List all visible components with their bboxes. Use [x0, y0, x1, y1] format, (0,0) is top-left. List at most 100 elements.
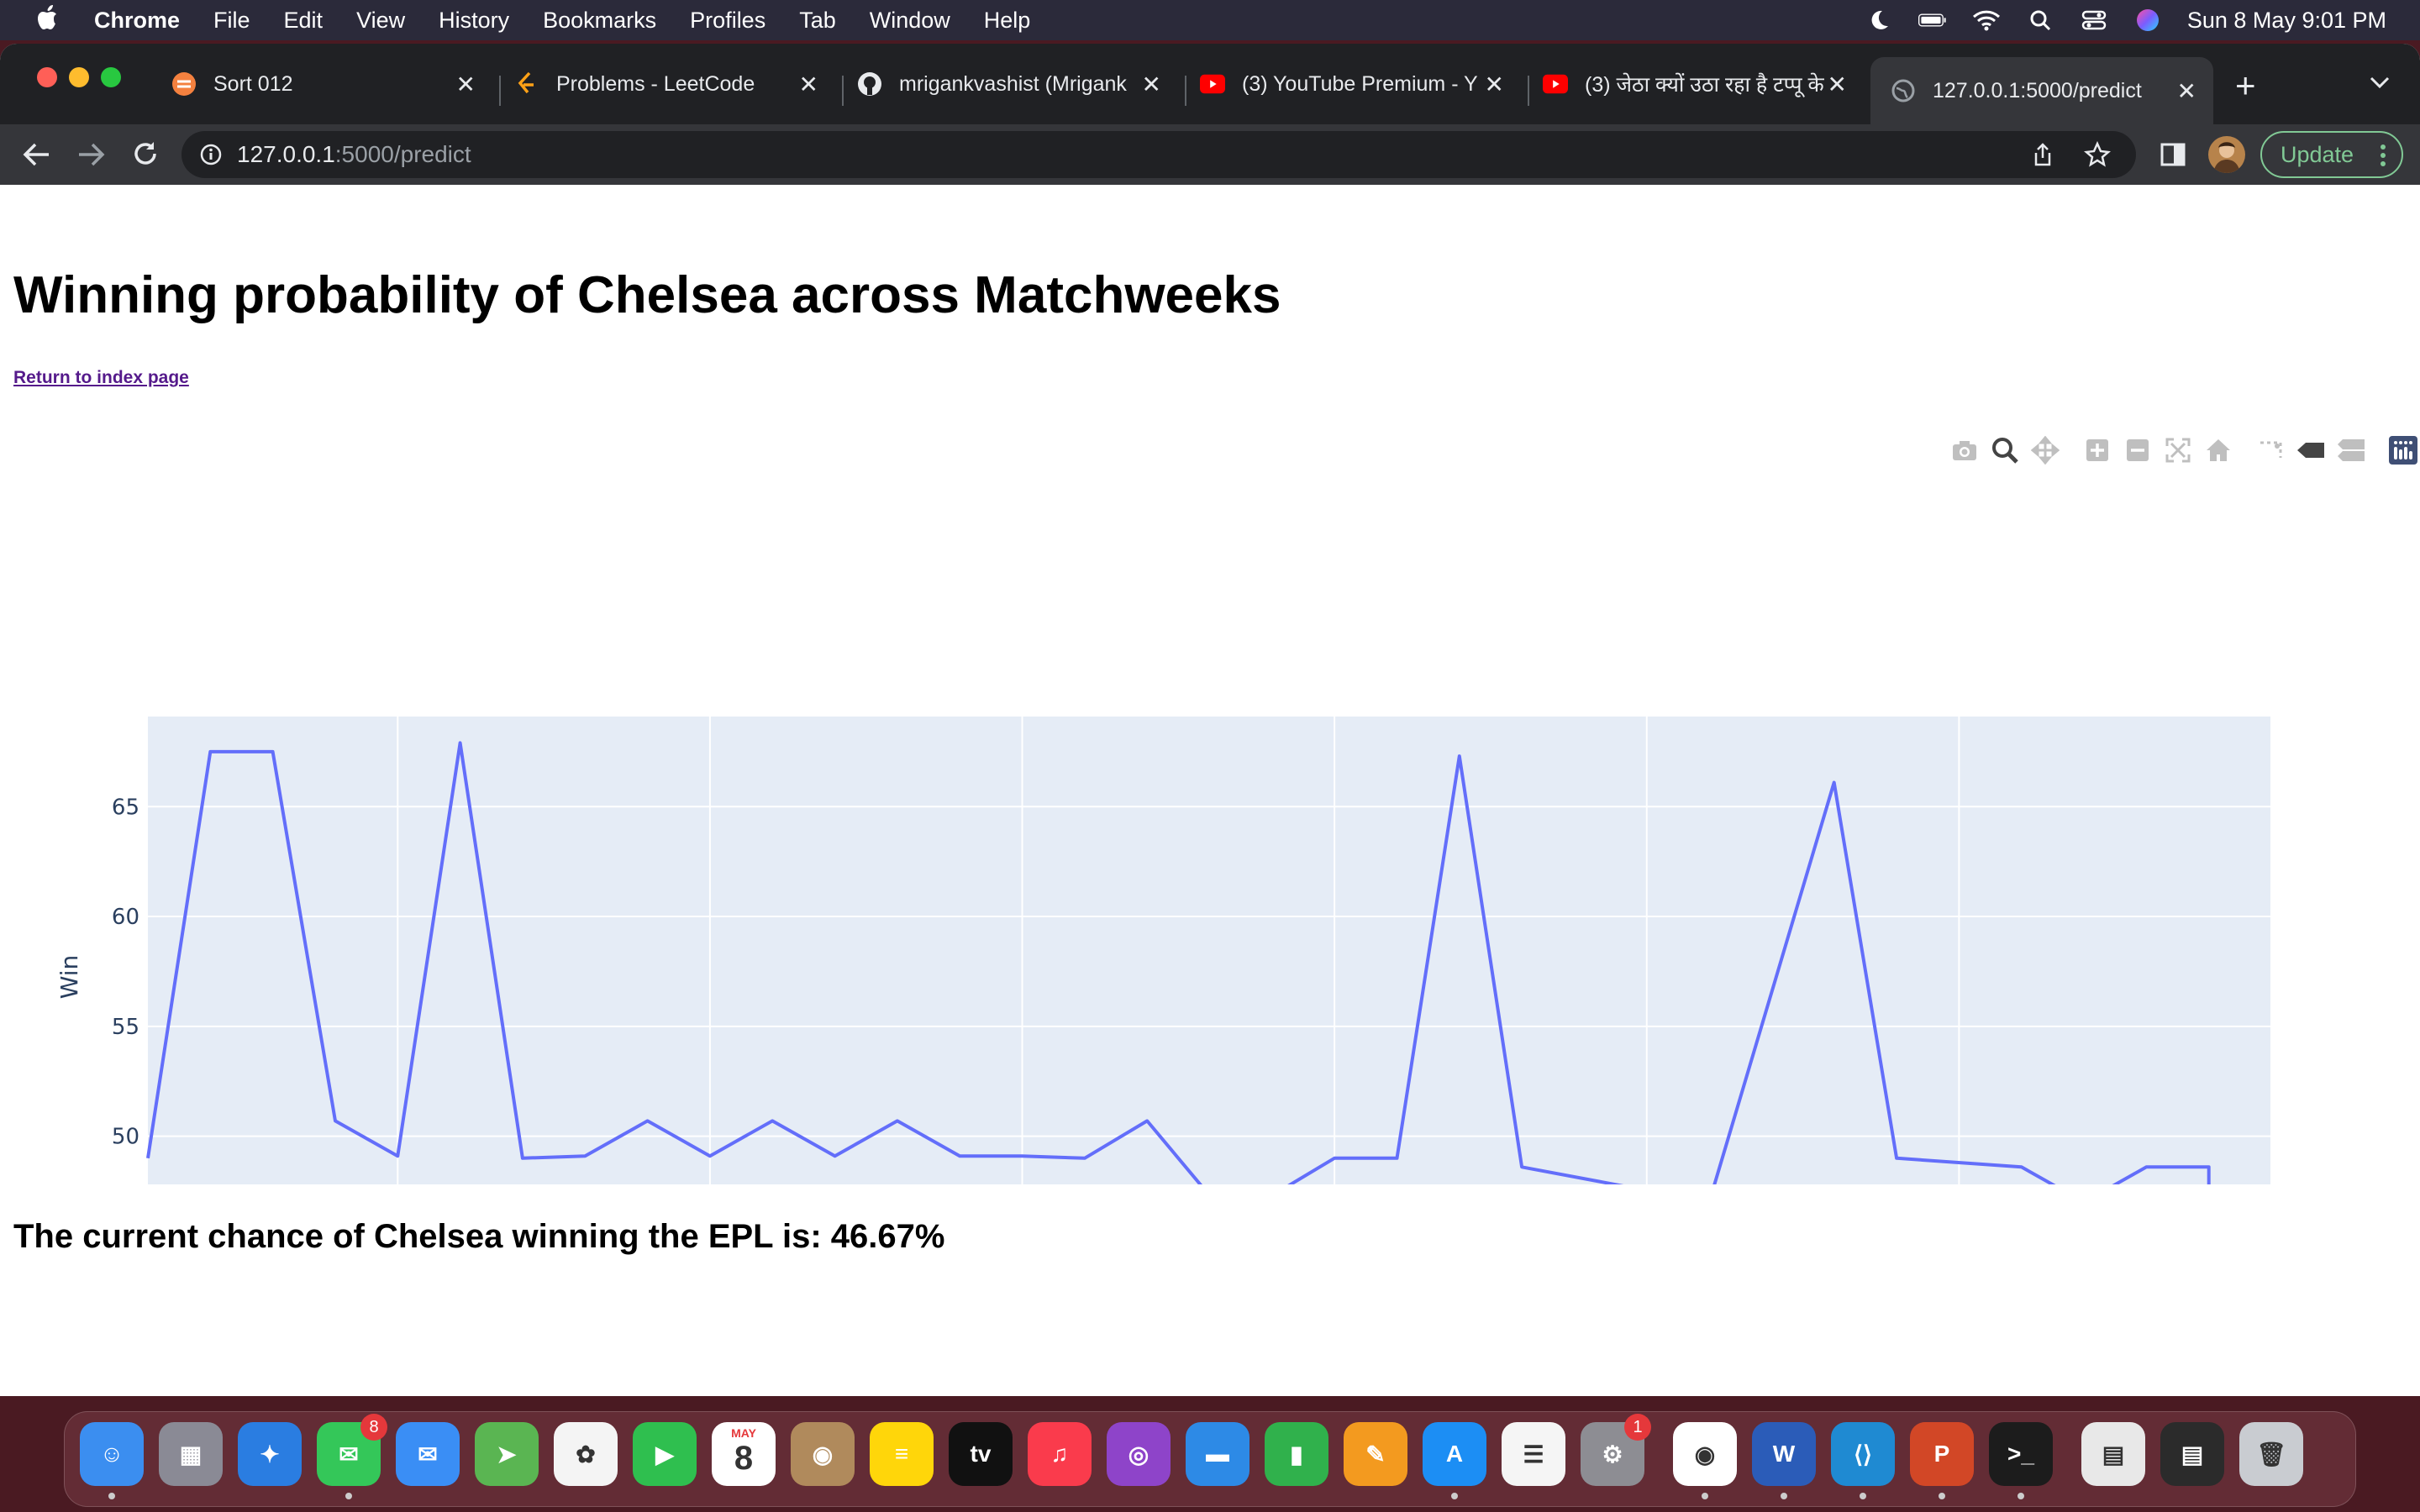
- site-info-icon[interactable]: [200, 144, 222, 165]
- tab-strip: Sort 012 ✕ Problems - LeetCode ✕ mrigank…: [0, 44, 2420, 124]
- dock-tv-icon[interactable]: tv: [949, 1422, 1013, 1486]
- return-to-index-link[interactable]: Return to index page: [13, 368, 189, 387]
- dock-launchpad-icon[interactable]: ▦: [159, 1422, 223, 1486]
- hover-closest-icon[interactable]: [2294, 433, 2328, 467]
- dock-podcasts-icon[interactable]: ◎: [1107, 1422, 1171, 1486]
- dock-downloads-stack-icon[interactable]: ▤: [2081, 1422, 2145, 1486]
- hover-compare-icon[interactable]: [2334, 433, 2368, 467]
- dock-trash-icon[interactable]: 🗑: [2239, 1422, 2303, 1486]
- tab-github[interactable]: mrigankvashist (Mrigank ✕: [857, 60, 1178, 108]
- back-arrow-icon[interactable]: [22, 141, 50, 172]
- tab-predict-active[interactable]: 127.0.0.1:5000/predict ✕: [1870, 57, 2213, 124]
- address-bar[interactable]: 127.0.0.1:5000/predict: [182, 131, 2136, 178]
- update-button[interactable]: Update: [2260, 131, 2403, 178]
- dock-powerpoint-icon[interactable]: P: [1910, 1422, 1974, 1499]
- forward-arrow-icon[interactable]: [77, 141, 106, 172]
- autoscale-icon[interactable]: [2161, 433, 2195, 467]
- dock-finder-icon[interactable]: ☺: [80, 1422, 144, 1499]
- close-tab-icon[interactable]: ✕: [1141, 71, 1161, 97]
- share-icon[interactable]: [2032, 143, 2054, 174]
- menu-bookmarks[interactable]: Bookmarks: [543, 7, 657, 33]
- dock-glyph: ✦: [260, 1441, 280, 1467]
- spotlight-search-icon[interactable]: [2026, 9, 2054, 31]
- menu-app-name[interactable]: Chrome: [94, 7, 181, 33]
- zoom-window-button[interactable]: [101, 67, 121, 87]
- close-tab-icon[interactable]: ✕: [455, 71, 476, 97]
- dock-notes-icon[interactable]: ≡: [870, 1422, 934, 1486]
- dock-keynote-icon[interactable]: ▬: [1186, 1422, 1249, 1486]
- menu-view[interactable]: View: [356, 7, 406, 33]
- dock-reminders-icon[interactable]: ☰: [1502, 1422, 1565, 1486]
- dock-mail-icon[interactable]: ✉: [396, 1422, 460, 1486]
- dock-system-preferences-icon[interactable]: ⚙ 1: [1581, 1414, 1651, 1486]
- dock-facetime-icon[interactable]: ▶: [633, 1422, 697, 1486]
- profile-avatar[interactable]: [2208, 136, 2245, 173]
- menubar-clock[interactable]: Sun 8 May 9:01 PM: [2186, 7, 2386, 33]
- running-indicator: [345, 1493, 352, 1499]
- kebab-menu-icon[interactable]: [2380, 144, 2386, 172]
- dock-music-icon[interactable]: ♫: [1028, 1422, 1092, 1486]
- dock-word-icon[interactable]: W: [1752, 1422, 1816, 1499]
- dock-glyph: ☰: [1523, 1441, 1544, 1467]
- menu-help[interactable]: Help: [983, 7, 1031, 33]
- siri-icon[interactable]: [2133, 9, 2162, 31]
- side-panel-icon[interactable]: [2160, 141, 2186, 172]
- night-mode-icon[interactable]: [1865, 9, 1893, 31]
- close-tab-icon[interactable]: ✕: [2176, 77, 2196, 104]
- dock-calendar-icon[interactable]: MAY 8: [712, 1422, 776, 1486]
- menu-edit[interactable]: Edit: [283, 7, 324, 33]
- menu-tab[interactable]: Tab: [799, 7, 836, 33]
- reload-icon[interactable]: [131, 139, 160, 172]
- dock-chrome-icon[interactable]: ◉: [1673, 1422, 1737, 1499]
- close-window-button[interactable]: [37, 67, 57, 87]
- zoom-in-icon[interactable]: [2081, 433, 2114, 467]
- dock-screenshots-stack-icon[interactable]: ▤: [2160, 1422, 2224, 1486]
- close-tab-icon[interactable]: ✕: [798, 71, 818, 97]
- tab-search-chevron-icon[interactable]: [2370, 76, 2390, 93]
- dock-app-store-icon[interactable]: A: [1423, 1422, 1486, 1499]
- reset-axes-home-icon[interactable]: [2202, 433, 2235, 467]
- plot-area[interactable]: [148, 717, 2271, 1184]
- tab-youtube-video[interactable]: (3) जेठा क्यों उठा रहा है टप्पू के ✕: [1543, 60, 1864, 108]
- y-tick-label: 65: [112, 795, 139, 820]
- spike-lines-icon[interactable]: [2254, 433, 2287, 467]
- y-gridlines: [148, 806, 2271, 1137]
- menu-profiles[interactable]: Profiles: [690, 7, 766, 33]
- dock-vscode-icon[interactable]: ⟨⟩: [1831, 1422, 1895, 1499]
- close-tab-icon[interactable]: ✕: [1827, 71, 1847, 97]
- dock-glyph: ▤: [2102, 1441, 2125, 1467]
- battery-icon[interactable]: [1918, 9, 1947, 31]
- dock-messages-icon[interactable]: ✉ 8: [317, 1414, 387, 1499]
- zoom-icon[interactable]: [1988, 433, 2022, 467]
- dock-pages-icon[interactable]: ✎: [1344, 1422, 1407, 1486]
- menu-window[interactable]: Window: [869, 7, 950, 33]
- new-tab-icon[interactable]: +: [2235, 66, 2256, 105]
- control-center-icon[interactable]: [2080, 9, 2108, 31]
- current-chance-text: The current chance of Chelsea winning th…: [13, 1218, 945, 1255]
- pan-icon[interactable]: [2028, 433, 2062, 467]
- dock-photos-icon[interactable]: ✿: [554, 1422, 618, 1486]
- dock-numbers-icon[interactable]: ▮: [1265, 1422, 1328, 1486]
- plotly-logo-icon[interactable]: [2386, 433, 2420, 467]
- bookmark-star-icon[interactable]: [2084, 140, 2111, 174]
- menu-file[interactable]: File: [213, 7, 250, 33]
- wifi-icon[interactable]: [1972, 9, 2001, 31]
- tab-leetcode[interactable]: Problems - LeetCode ✕: [514, 60, 835, 108]
- minimize-window-button[interactable]: [69, 67, 89, 87]
- dock-glyph: ☺: [99, 1441, 124, 1467]
- close-tab-icon[interactable]: ✕: [1484, 71, 1504, 97]
- dock-glyph: ➤: [497, 1441, 517, 1467]
- zoom-out-icon[interactable]: [2121, 433, 2154, 467]
- dock-contacts-icon[interactable]: ◉: [791, 1422, 855, 1486]
- menu-history[interactable]: History: [439, 7, 510, 33]
- apple-menu-icon[interactable]: [37, 4, 60, 37]
- tab-youtube-premium[interactable]: (3) YouTube Premium - Y ✕: [1200, 60, 1521, 108]
- tab-sort-012[interactable]: Sort 012 ✕: [171, 60, 492, 108]
- youtube-icon: [1543, 71, 1568, 97]
- dock-terminal-icon[interactable]: >_: [1989, 1422, 2053, 1499]
- camera-icon[interactable]: [1948, 433, 1981, 467]
- dock-safari-icon[interactable]: ✦: [238, 1422, 302, 1486]
- win-probability-line[interactable]: [146, 741, 2271, 1184]
- dock-maps-icon[interactable]: ➤: [475, 1422, 539, 1486]
